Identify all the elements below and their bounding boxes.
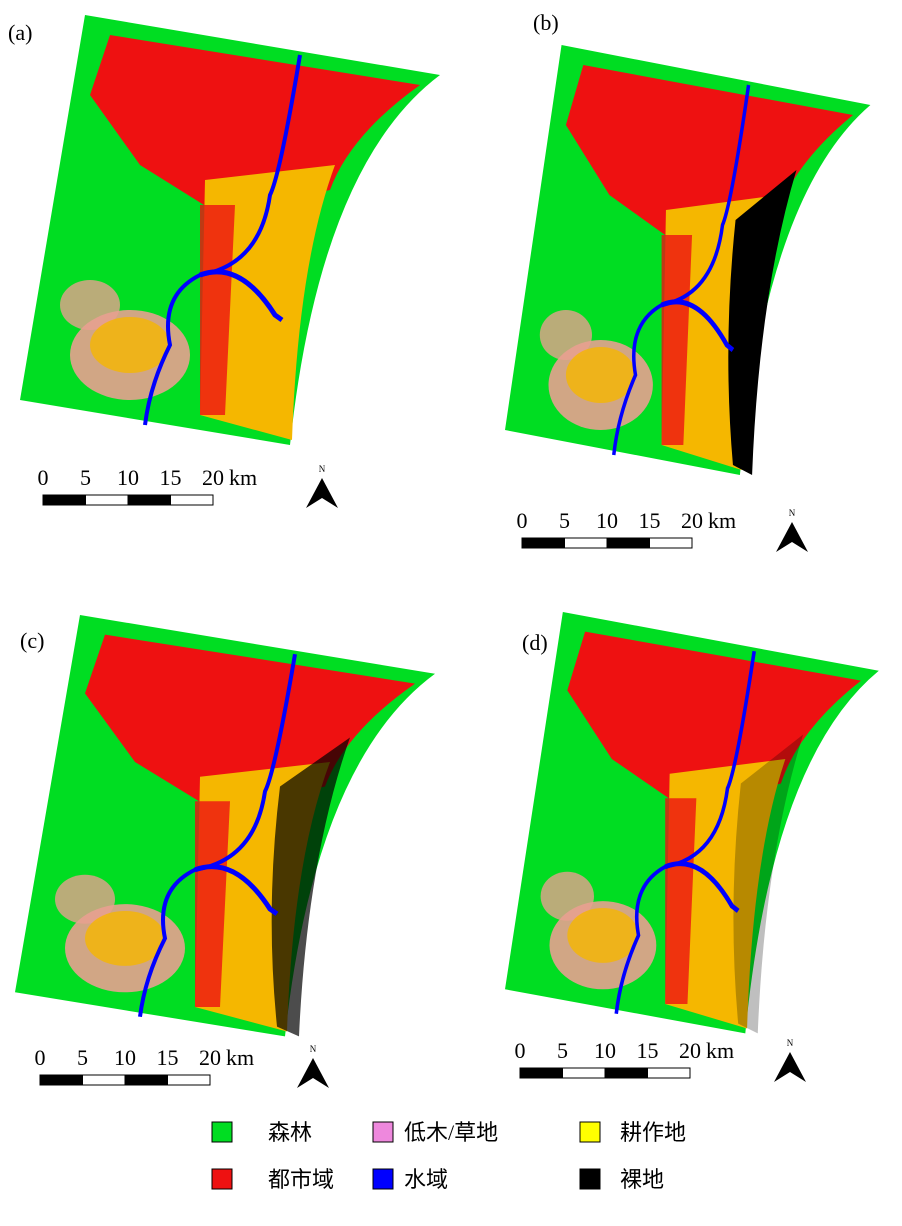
scale-tick-label: 10 [594, 1038, 616, 1063]
legend-swatch [580, 1169, 600, 1189]
scale-segment [83, 1075, 126, 1085]
panel-label: (c) [20, 628, 44, 653]
north-arrow [306, 478, 338, 508]
north-label: N [787, 1038, 794, 1048]
scale-tick-label: 15 [639, 508, 661, 533]
scale-segment [125, 1075, 168, 1085]
scale-segment [171, 495, 214, 505]
north-arrow [297, 1058, 329, 1088]
scale-segment [648, 1068, 691, 1078]
scale-tick-label: 5 [77, 1045, 88, 1070]
scale-unit: km [708, 508, 736, 533]
panel-label: (b) [533, 10, 559, 35]
scale-tick-label: 0 [38, 465, 49, 490]
legend-item: 耕作地 [580, 1120, 686, 1145]
scale-segment [607, 538, 650, 548]
legend-item: 低木/草地 [373, 1120, 498, 1145]
crop-area [567, 908, 638, 963]
scale-tick-label: 15 [637, 1038, 659, 1063]
scale-tick-label: 5 [80, 465, 91, 490]
legend-item: 裸地 [580, 1167, 664, 1192]
map [20, 15, 440, 445]
legend-label: 都市域 [268, 1167, 334, 1192]
panel-label: (d) [522, 630, 548, 655]
north-arrow [776, 522, 808, 552]
legend-label: 水域 [404, 1167, 448, 1192]
panel-label: (a) [8, 20, 32, 45]
legend-swatch [212, 1169, 232, 1189]
scale-tick-label: 15 [160, 465, 182, 490]
scale-segment [520, 1068, 563, 1078]
scale-tick-label: 0 [515, 1038, 526, 1063]
scale-tick-label: 10 [114, 1045, 136, 1070]
crop-area [85, 911, 165, 966]
north-label: N [789, 508, 796, 518]
scale-segment [565, 538, 608, 548]
north-label: N [310, 1044, 317, 1054]
legend-swatch [373, 1169, 393, 1189]
scale-tick-label: 20 [202, 465, 224, 490]
scale-tick-label: 10 [117, 465, 139, 490]
scale-tick-label: 20 [679, 1038, 701, 1063]
scale-segment [605, 1068, 648, 1078]
legend-label: 耕作地 [620, 1120, 686, 1145]
scale-segment [650, 538, 693, 548]
scale-unit: km [226, 1045, 254, 1070]
scale-tick-label: 10 [596, 508, 618, 533]
scale-segment [128, 495, 171, 505]
legend-swatch [373, 1122, 393, 1142]
legend-swatch [212, 1122, 232, 1142]
crop-area [566, 347, 636, 403]
legend-label: 裸地 [620, 1167, 664, 1192]
scale-unit: km [229, 465, 257, 490]
legend-label: 低木/草地 [404, 1120, 498, 1145]
scale-segment [522, 538, 565, 548]
scale-tick-label: 0 [35, 1045, 46, 1070]
north-label: N [319, 464, 326, 474]
scale-segment [168, 1075, 211, 1085]
scale-tick-label: 5 [557, 1038, 568, 1063]
map [15, 615, 435, 1036]
scale-unit: km [706, 1038, 734, 1063]
crop-area [90, 317, 170, 373]
scale-tick-label: 15 [157, 1045, 179, 1070]
scale-tick-label: 20 [199, 1045, 221, 1070]
legend-item: 都市域 [212, 1167, 334, 1192]
map [505, 45, 870, 475]
legend-label: 森林 [268, 1120, 312, 1145]
scale-tick-label: 5 [559, 508, 570, 533]
legend-item: 水域 [373, 1167, 448, 1192]
figure: (a)05101520kmN(b)05101520kmN(c)05101520k… [0, 0, 902, 1226]
map [505, 612, 879, 1033]
legend-swatch [580, 1122, 600, 1142]
scale-segment [40, 1075, 83, 1085]
scale-segment [43, 495, 86, 505]
scale-segment [563, 1068, 606, 1078]
legend-item: 森林 [212, 1120, 312, 1145]
scale-tick-label: 0 [517, 508, 528, 533]
scale-tick-label: 20 [681, 508, 703, 533]
north-arrow [774, 1052, 806, 1082]
scale-segment [86, 495, 129, 505]
